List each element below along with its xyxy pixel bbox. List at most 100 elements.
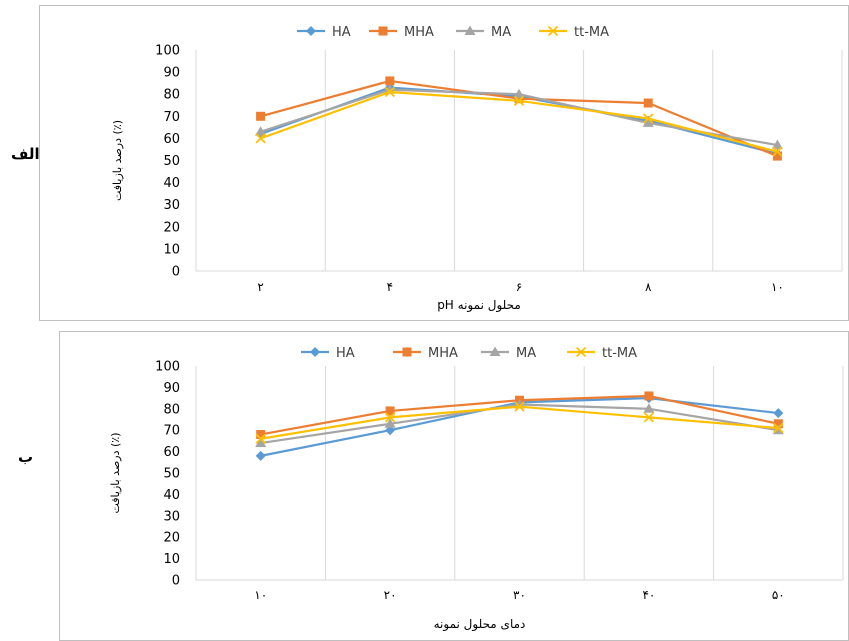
x-marker-stroke <box>575 346 587 358</box>
data-point <box>513 88 525 99</box>
legend-label: HA <box>336 346 355 361</box>
legend-label: MA <box>491 25 511 40</box>
x-marker-stroke <box>773 422 784 434</box>
y-tick-labels: 0 10 20 30 40 50 60 70 80 90 100 <box>155 360 180 589</box>
y-tick-label: 30 <box>163 198 180 213</box>
x-tick-label: ۱۰ <box>771 280 784 294</box>
x-tick-labels: ۲ ۴ ۶ ۸ ۱۰ <box>257 280 783 294</box>
x-tick-label: ۶ <box>516 280 522 294</box>
legend-label: MHA <box>428 346 458 361</box>
panel-label-a: الف <box>11 145 40 163</box>
data-point <box>643 113 654 124</box>
y-tick-labels: 0 10 20 30 40 50 60 70 80 90 100 <box>155 44 180 280</box>
legend-label: HA <box>332 25 351 40</box>
x-tick-label: ۵۰ <box>772 588 785 602</box>
legend-item: HA <box>297 25 351 40</box>
data-point <box>255 133 266 144</box>
legend-item: MHA <box>369 25 434 40</box>
legend-item: MHA <box>393 346 458 361</box>
gridlines <box>195 366 844 580</box>
data-point <box>514 94 524 104</box>
data-point <box>255 433 266 444</box>
y-tick-label: 60 <box>163 132 180 147</box>
legend-item: HA <box>301 346 355 361</box>
legend-marker <box>378 26 388 36</box>
y-tick-label: 90 <box>163 66 180 81</box>
data-point <box>385 76 395 86</box>
y-tick-label: 90 <box>163 381 180 396</box>
y-tick-label: 40 <box>163 488 180 503</box>
x-tick-label: ۲۰ <box>384 588 397 602</box>
x-axis-title: pH محلول نمونه <box>437 298 521 313</box>
y-tick-label: 0 <box>172 574 180 589</box>
chart-frame <box>39 5 849 321</box>
data-point <box>255 437 267 448</box>
series-tt-ma <box>255 86 783 157</box>
legend-item: tt-MA <box>567 346 637 361</box>
data-point <box>385 406 395 416</box>
legend-marker <box>306 26 316 36</box>
legend: HA MHA MA tt-MA <box>301 346 637 361</box>
x-marker-stroke <box>255 433 266 444</box>
x-marker-stroke <box>384 86 395 98</box>
data-point <box>384 412 396 423</box>
x-axis-title: دمای محلول نمونه <box>434 617 526 632</box>
x-tick-label: ۴۰ <box>642 588 655 602</box>
y-axis-title: درصد بازیافت (٪) <box>109 432 122 513</box>
data-point <box>643 98 653 108</box>
series-tt-ma <box>255 401 784 444</box>
chart-ph: 0 10 20 30 40 50 60 70 80 90 100 ۲ ۴ ۶ ۸ ۱۰ pH محلول نمو… <box>39 5 849 321</box>
data-point <box>642 117 654 127</box>
data-point <box>384 86 395 98</box>
data-point <box>513 95 525 106</box>
x-marker-stroke <box>772 146 783 157</box>
y-tick-label: 40 <box>163 176 180 191</box>
legend-label: MA <box>516 346 536 361</box>
y-tick-label: 70 <box>163 110 180 125</box>
data-point <box>255 450 266 461</box>
y-tick-label: 70 <box>163 424 180 439</box>
y-tick-label: 10 <box>163 242 180 257</box>
panel-label-b: ب <box>18 448 34 466</box>
x-tick-label: ۸ <box>645 280 652 294</box>
data-point <box>255 126 267 136</box>
x-marker-stroke <box>547 25 559 37</box>
y-tick-label: 100 <box>155 360 180 375</box>
y-tick-label: 20 <box>163 220 180 235</box>
data-point <box>773 422 784 434</box>
y-tick-label: 30 <box>163 509 180 524</box>
chart-frame <box>59 331 849 641</box>
y-tick-label: 50 <box>163 154 180 169</box>
y-tick-label: 80 <box>163 88 180 103</box>
gridlines <box>195 50 843 271</box>
data-point <box>773 419 783 429</box>
x-marker-stroke <box>514 401 525 412</box>
data-point <box>256 429 266 439</box>
legend-marker <box>402 347 412 357</box>
legend-label: MHA <box>404 25 434 40</box>
data-point <box>643 403 655 413</box>
legend-marker <box>464 25 476 35</box>
legend-item: MA <box>456 25 511 40</box>
y-tick-label: 20 <box>163 531 180 546</box>
y-axis-title: درصد بازیافت (٪) <box>111 120 124 201</box>
x-tick-label: ۳۰ <box>513 588 526 602</box>
legend-marker <box>489 346 501 356</box>
x-tick-label: ۴ <box>387 280 393 294</box>
legend-marker <box>310 347 320 357</box>
x-marker-stroke <box>643 113 654 124</box>
data-point <box>384 418 396 428</box>
y-tick-label: 100 <box>155 44 180 59</box>
data-point <box>644 391 654 401</box>
chart-temperature: 0 10 20 30 40 50 60 70 80 90 100 ۱۰ ۲۰ ۳۰ ۴۰ ۵۰ دمای محل… <box>59 331 849 641</box>
x-marker-stroke <box>513 95 525 106</box>
legend-item: tt-MA <box>539 25 609 40</box>
x-tick-label: ۲ <box>257 280 263 294</box>
data-point <box>772 146 783 157</box>
x-marker-stroke <box>255 133 266 144</box>
x-marker-stroke <box>643 412 655 423</box>
data-point <box>514 401 525 412</box>
data-point <box>772 151 782 161</box>
series-mha <box>256 76 782 161</box>
y-tick-label: 10 <box>163 552 180 567</box>
